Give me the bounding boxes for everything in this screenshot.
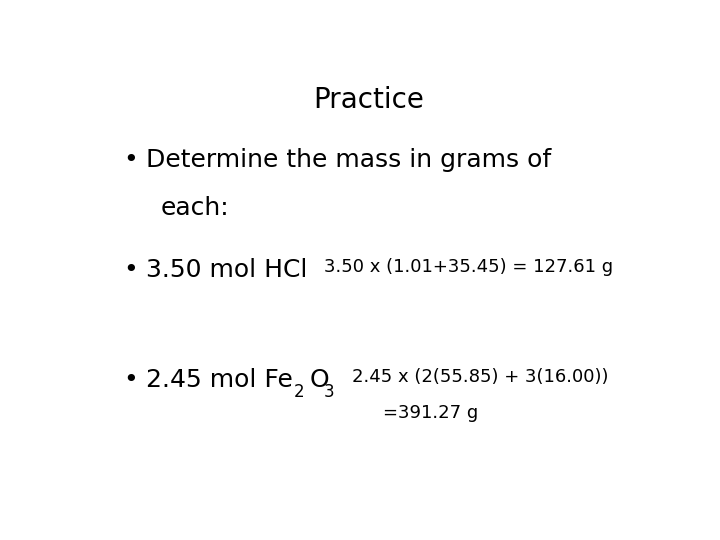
- Text: =391.27 g: =391.27 g: [383, 404, 478, 422]
- Text: O: O: [310, 368, 329, 393]
- Text: •: •: [124, 368, 138, 393]
- Text: 2: 2: [294, 383, 305, 401]
- Text: 3: 3: [323, 383, 334, 401]
- Text: Determine the mass in grams of: Determine the mass in grams of: [145, 148, 551, 172]
- Text: each:: each:: [161, 196, 229, 220]
- Text: •: •: [124, 148, 138, 172]
- Text: Practice: Practice: [314, 85, 424, 113]
- Text: •: •: [124, 258, 138, 282]
- Text: 3.50 x (1.01+35.45) = 127.61 g: 3.50 x (1.01+35.45) = 127.61 g: [324, 258, 613, 276]
- Text: 2.45 mol Fe: 2.45 mol Fe: [145, 368, 292, 393]
- Text: 2.45 x (2(55.85) + 3(16.00)): 2.45 x (2(55.85) + 3(16.00)): [352, 368, 609, 386]
- Text: 3.50 mol HCl: 3.50 mol HCl: [145, 258, 307, 282]
